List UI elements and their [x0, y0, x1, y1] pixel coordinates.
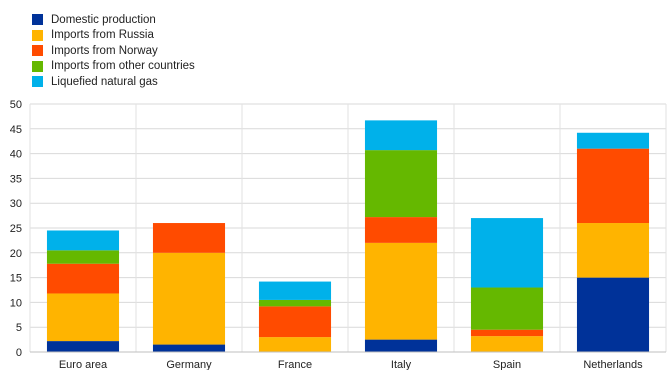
y-tick-label: 5 — [16, 322, 22, 334]
bar-segment — [576, 277, 650, 352]
y-tick-label: 35 — [10, 173, 22, 185]
legend-item-imports-norway: Imports from Norway — [32, 43, 195, 59]
legend-swatch — [32, 76, 43, 88]
bar-segment — [470, 336, 544, 352]
bar-segment — [470, 329, 544, 337]
y-tick-label: 50 — [10, 99, 22, 111]
bar-segment — [46, 263, 120, 294]
bar-segment — [470, 287, 544, 330]
legend-item-lng: Liquefied natural gas — [32, 74, 195, 90]
bar-segment — [258, 299, 332, 307]
bar-segment — [152, 252, 226, 345]
bar-segment — [576, 148, 650, 224]
y-tick-label: 30 — [10, 198, 22, 210]
x-category-label: Netherlands — [583, 359, 643, 370]
bar-segment — [46, 293, 120, 342]
y-tick-label: 40 — [10, 149, 22, 161]
chart-legend: Domestic production Imports from Russia … — [32, 12, 195, 90]
bar-segment — [46, 250, 120, 264]
legend-item-imports-other: Imports from other countries — [32, 59, 195, 75]
bar-segment — [470, 218, 544, 288]
legend-swatch — [32, 60, 43, 72]
y-tick-label: 0 — [16, 347, 22, 359]
bar-segment — [364, 217, 438, 243]
bar-segment — [364, 150, 438, 218]
legend-label: Imports from Norway — [51, 44, 158, 57]
bar-segment — [576, 223, 650, 278]
legend-swatch — [32, 45, 43, 57]
y-tick-label: 15 — [10, 273, 22, 285]
legend-label: Domestic production — [51, 13, 156, 26]
bar-segment — [364, 242, 438, 340]
y-tick-label: 25 — [10, 223, 22, 235]
bar-segment — [258, 306, 332, 338]
bar-segment — [46, 341, 120, 352]
legend-label: Imports from other countries — [51, 60, 195, 73]
legend-item-domestic-production: Domestic production — [32, 12, 195, 28]
y-tick-label: 45 — [10, 124, 22, 136]
legend-label: Imports from Russia — [51, 29, 154, 42]
legend-swatch — [32, 14, 43, 26]
bar-segment — [258, 337, 332, 352]
bar-segment — [152, 223, 226, 253]
bar-segment — [576, 132, 650, 149]
bar-segment — [46, 230, 120, 251]
bar-segment — [364, 120, 438, 151]
x-category-label: Euro area — [59, 359, 108, 370]
x-category-label: Spain — [493, 359, 521, 370]
x-category-label: Italy — [391, 359, 412, 370]
x-category-label: Germany — [166, 359, 212, 370]
y-tick-label: 10 — [10, 297, 22, 309]
legend-label: Liquefied natural gas — [51, 75, 158, 88]
legend-swatch — [32, 29, 43, 41]
y-tick-label: 20 — [10, 248, 22, 260]
bar-segment — [258, 281, 332, 300]
x-category-label: France — [278, 359, 312, 370]
legend-item-imports-russia: Imports from Russia — [32, 28, 195, 44]
bar-segment — [364, 339, 438, 352]
bar-segment — [152, 344, 226, 352]
